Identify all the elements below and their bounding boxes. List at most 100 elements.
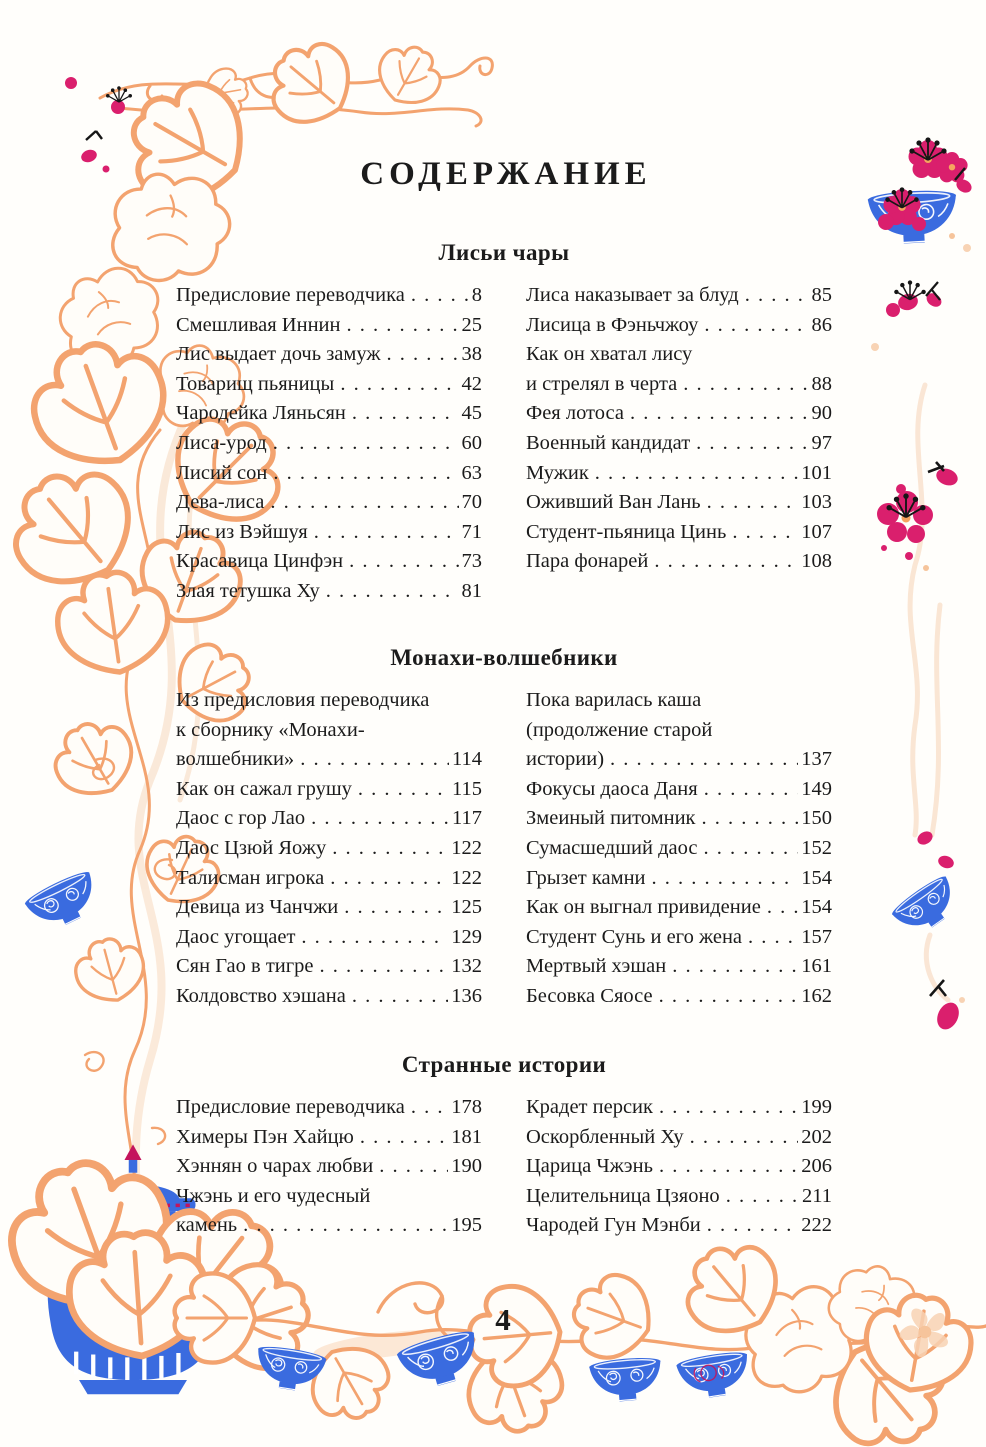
toc-entry-title: Целительница Цзяоно: [526, 1184, 720, 1207]
toc-entry: Дева-лиса 70: [176, 488, 482, 518]
toc-entry-title: Мужик: [526, 461, 589, 484]
toc-entry-page: 81: [461, 579, 483, 602]
toc-entry: Девица из Чанчжи 125: [176, 893, 482, 923]
toc-entry-page: 101: [801, 461, 832, 484]
toc-entry-page: 63: [461, 461, 483, 484]
toc-entry: Как он сажал грушу 115: [176, 775, 482, 805]
toc-entry-title: Бесовка Сяосе: [526, 984, 653, 1007]
toc-entry-page: 70: [461, 491, 483, 514]
toc-entry-page: 115: [452, 777, 482, 800]
toc-entry-dot-leader: [314, 518, 459, 548]
toc-entry-page: 38: [461, 343, 483, 366]
toc-entry-title: Оживший Ван Лань: [526, 491, 701, 514]
toc-entry-title: Военный кандидат: [526, 431, 691, 454]
toc-entry-page: 149: [801, 777, 832, 800]
toc-entry-title: Предисловие переводчика: [176, 1096, 405, 1118]
toc-entry-title: Фокусы даоса Даня: [526, 777, 698, 800]
toc-entry-page: 88: [811, 372, 833, 395]
toc-entry-page: 107: [801, 520, 832, 543]
toc-entry-page: 60: [461, 431, 483, 454]
toc-entry: Змеиный питомник 150: [526, 804, 832, 834]
toc-entry-page: 122: [451, 836, 482, 859]
toc-entry-dot-leader: [411, 1093, 448, 1123]
toc-entry: камень 195: [176, 1211, 482, 1241]
toc-entry: Красавица Цинфэн 73: [176, 547, 482, 577]
toc-entry-page: 125: [451, 896, 482, 919]
toc-entry-title: Чародей Гун Мэнби: [526, 1214, 701, 1237]
toc-entry: Целительница Цзяоно 211: [526, 1182, 832, 1212]
toc-entry-page: 178: [451, 1096, 482, 1118]
toc-entry-page: 8: [471, 284, 482, 306]
toc-entry-title: Как он хватал лису: [526, 343, 693, 366]
toc-entry-dot-leader: [659, 982, 799, 1012]
toc-entry-dot-leader: [696, 429, 808, 459]
toc-entry-title: Даос Цзюй Яожу: [176, 836, 327, 859]
toc-column-right: Крадет персик 199 Оскорбленный Ху 202 Царица…: [526, 1093, 832, 1241]
toc-entry-page: 154: [801, 896, 832, 919]
toc-entry-page: 97: [811, 431, 833, 454]
toc-entry-dot-leader: [301, 923, 448, 953]
toc-entry-page: 195: [451, 1214, 482, 1237]
toc-entry-page: 150: [801, 807, 832, 830]
toc-entry-title: Талисман игрока: [176, 866, 325, 889]
toc-entry: Лисица в Фэньчжоу 86: [526, 311, 832, 341]
toc-entry-title: Чародейка Ляньсян: [176, 402, 346, 425]
toc-entry: Лис выдает дочь замуж 38: [176, 340, 482, 370]
right-margin-blossoms: [871, 280, 966, 1030]
toc-entry: волшебники» 114: [176, 745, 482, 775]
toc-entry-dot-leader: [320, 952, 449, 982]
toc-entry: Колдовство хэшана 136: [176, 982, 482, 1012]
toc-entry: истории) 137: [526, 745, 832, 775]
toc-entry-dot-leader: [659, 1152, 798, 1182]
toc-entry-page: 202: [801, 1125, 832, 1148]
toc-entry-dot-leader: [703, 834, 798, 864]
toc-entry-dot-leader: [273, 429, 459, 459]
toc-entry: Лиса-урод 60: [176, 429, 482, 459]
toc-entry-dot-leader: [387, 340, 459, 370]
toc-entry-dot-leader: [704, 775, 799, 805]
toc-entry: Как он выгнал привидение 154: [526, 893, 832, 923]
toc-entry: к сборнику «Монахи-: [176, 716, 482, 746]
toc-entry-page: 157: [801, 925, 832, 948]
toc-entry-title: Товарищ пьяницы: [176, 372, 335, 395]
toc-entry: Талисман игрока 122: [176, 864, 482, 894]
toc-entry-dot-leader: [630, 399, 809, 429]
toc-entry-dot-leader: [344, 893, 448, 923]
toc-entry-title: Предисловие переводчика: [176, 284, 405, 306]
toc-entry: Бесовка Сяосе 162: [526, 982, 832, 1012]
toc-entry-dot-leader: [702, 804, 799, 834]
section-heading: Лисьи чары: [438, 240, 570, 265]
toc-entry-page: 71: [461, 520, 483, 543]
section-heading: Монахи-волшебники: [390, 645, 618, 670]
toc-entry-title: Лисий сон: [176, 461, 268, 484]
toc-entry-page: 154: [801, 866, 832, 889]
toc-entry-dot-leader: [690, 1123, 799, 1153]
toc-entry: Чародейка Ляньсян 45: [176, 399, 482, 429]
page-title: СОДЕРЖАНИЕ: [360, 156, 652, 192]
top-vine: [98, 56, 494, 128]
toc-entry-page: 211: [802, 1184, 832, 1207]
toc-entry-page: 122: [451, 866, 482, 889]
toc-entry-page: 206: [801, 1155, 832, 1178]
toc-entry-page: 45: [461, 402, 483, 425]
toc-entry-dot-leader: [360, 1123, 448, 1153]
toc-entry-title: Змеиный питомник: [526, 807, 696, 830]
toc-entry-dot-leader: [352, 399, 459, 429]
toc-entry-dot-leader: [330, 864, 448, 894]
toc-entry: Царица Чжэнь 206: [526, 1152, 832, 1182]
toc-entry-page: 132: [451, 955, 482, 978]
toc-entry: Мертвый хэшан 161: [526, 952, 832, 982]
toc-entry-dot-leader: [300, 745, 449, 775]
toc-entry-page: 108: [801, 550, 832, 573]
toc-entry: Фокусы даоса Даня 149: [526, 775, 832, 805]
toc-entry-page: 73: [461, 550, 483, 573]
toc-entry: Крадет персик 199: [526, 1093, 832, 1123]
toc-entry-page: 162: [801, 984, 832, 1007]
toc-entry: Лиса наказывает за блуд 85: [526, 281, 832, 311]
toc-entry-title: Мертвый хэшан: [526, 955, 667, 978]
toc-entry-page: 161: [801, 955, 832, 978]
toc-entry: Лис из Вэйшуя 71: [176, 518, 482, 548]
toc-entry-dot-leader: [654, 547, 798, 577]
toc-entry-title: Колдовство хэшана: [176, 984, 346, 1007]
toc-entry: Предисловие переводчика 178: [176, 1093, 482, 1123]
